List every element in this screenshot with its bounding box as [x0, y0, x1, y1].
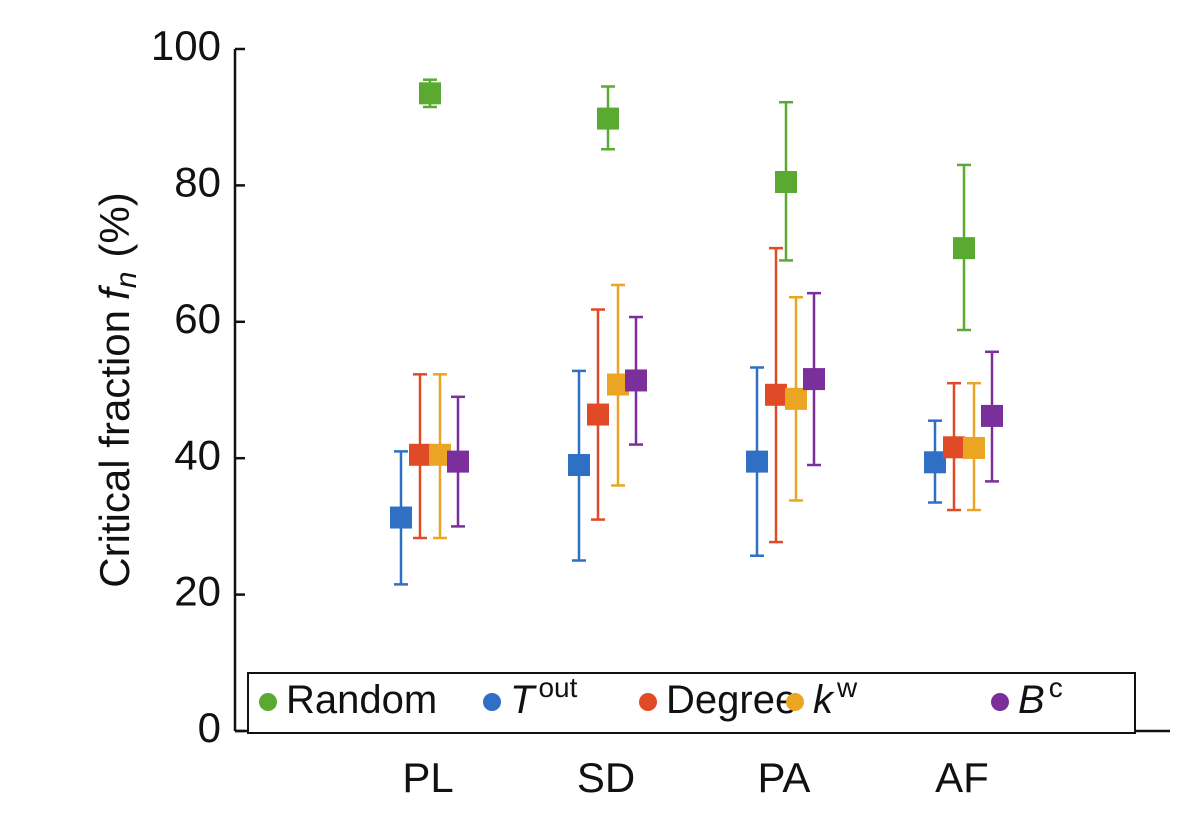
legend-box — [247, 672, 1136, 734]
legend-swatch — [639, 693, 657, 711]
y-label-unit: (%) — [91, 192, 138, 257]
legend-name: k — [813, 678, 835, 722]
legend-swatch — [483, 693, 501, 711]
error-bar — [447, 395, 469, 528]
mean-marker — [409, 443, 431, 466]
x-tick-label: PA — [758, 754, 811, 801]
legend-name: Degree — [666, 678, 797, 722]
error-bar — [775, 100, 797, 262]
legend-superscript: c — [1049, 672, 1063, 703]
y-tick-label: 0 — [198, 704, 221, 751]
mean-marker — [568, 454, 590, 477]
y-label-subscript: n — [110, 272, 143, 289]
error-bar — [390, 450, 412, 586]
error-bar — [765, 246, 787, 544]
error-bar — [963, 381, 985, 512]
legend-name: B — [1018, 678, 1045, 722]
mean-marker — [607, 373, 629, 396]
y-tick-label: 100 — [151, 22, 221, 69]
error-bar — [803, 291, 825, 467]
error-bar — [607, 283, 629, 487]
mean-marker — [785, 387, 807, 410]
y-tick-label: 40 — [174, 431, 221, 478]
error-bar — [409, 373, 431, 540]
y-tick-label: 60 — [174, 295, 221, 342]
legend-swatch — [786, 693, 804, 711]
error-bar — [429, 373, 451, 540]
mean-marker — [924, 451, 946, 474]
legend-swatch — [991, 693, 1009, 711]
mean-marker — [587, 403, 609, 426]
legend-superscript: out — [538, 672, 577, 703]
mean-marker — [943, 436, 965, 459]
error-bar — [587, 308, 609, 521]
mean-marker — [963, 436, 985, 459]
mean-marker — [765, 383, 787, 406]
error-bar — [597, 85, 619, 151]
x-tick-label: SD — [577, 754, 635, 801]
mean-marker — [803, 368, 825, 391]
error-bar — [981, 350, 1003, 483]
mean-marker — [953, 237, 975, 260]
mean-marker — [775, 170, 797, 193]
y-label-text: Critical fraction — [91, 310, 138, 588]
mean-marker — [625, 369, 647, 392]
mean-marker — [419, 82, 441, 105]
legend-label: Degree — [666, 678, 797, 722]
mean-marker — [447, 450, 469, 473]
x-tick-label: AF — [935, 754, 989, 801]
mean-marker — [746, 450, 768, 473]
error-bar — [568, 369, 590, 562]
y-tick-label: 20 — [174, 568, 221, 615]
y-axis-label: Critical fractionfn(%) — [91, 192, 143, 587]
mean-marker — [429, 443, 451, 466]
error-bar — [419, 78, 441, 109]
error-bar — [746, 366, 768, 557]
error-bar — [943, 381, 965, 512]
x-tick-label: PL — [402, 754, 453, 801]
error-bar — [625, 315, 647, 446]
legend-name: T — [510, 678, 537, 722]
legend-swatch — [259, 693, 277, 711]
legend-superscript: w — [836, 672, 858, 703]
error-bar — [785, 295, 807, 502]
y-tick-label: 80 — [174, 158, 221, 205]
error-bar — [924, 419, 946, 504]
mean-marker — [981, 404, 1003, 427]
legend-name: Random — [286, 678, 437, 722]
mean-marker — [390, 506, 412, 529]
mean-marker — [597, 107, 619, 130]
error-bar — [953, 163, 975, 332]
legend-label: Random — [286, 678, 437, 722]
